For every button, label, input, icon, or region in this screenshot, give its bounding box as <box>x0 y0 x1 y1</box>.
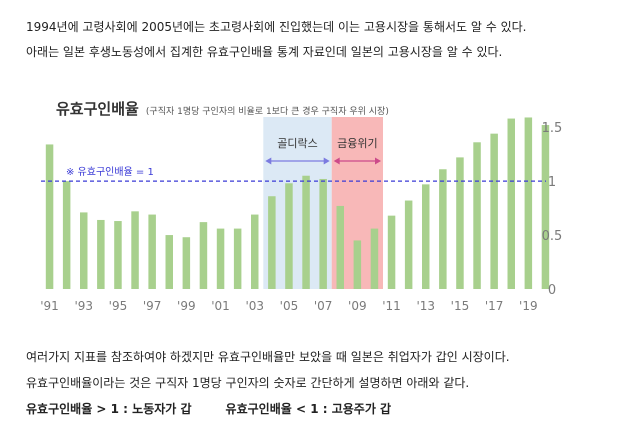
y-tick-label: 0 <box>548 283 556 298</box>
bar-1991 <box>45 144 54 289</box>
bar-2009 <box>353 240 362 289</box>
bar-2015 <box>456 157 464 289</box>
bar-2019 <box>524 117 533 290</box>
intro-line-2: 아래는 일본 후생노동성에서 집계한 유효구인배율 통계 자료인데 일본의 고용… <box>26 45 503 59</box>
bar-2003 <box>251 214 259 289</box>
bar-1996 <box>131 211 139 289</box>
bar-2020 <box>541 125 550 289</box>
bar-2006 <box>302 175 310 289</box>
x-axis-ticks: '91 '93 '95 '97 '99 '01 '03 '05 '07 '09 '11 '13 '15 '… <box>40 299 537 313</box>
x-tick-label: '07 <box>314 299 333 313</box>
rule-greater-than-one: 유효구인배율 > 1 : 노동자가 갑 <box>26 402 192 416</box>
x-tick-label: '17 <box>485 299 504 313</box>
y-tick-label: 1 <box>548 175 556 190</box>
bar-series <box>45 117 550 290</box>
chart-title-main: 유효구인배율 <box>56 100 139 118</box>
bar-1994 <box>97 219 105 289</box>
x-tick-label: '93 <box>74 299 93 313</box>
x-tick-label: '11 <box>382 299 401 313</box>
ratio-rules: 유효구인배율 > 1 : 노동자가 갑 유효구인배율 < 1 : 고용주가 갑 <box>26 401 391 417</box>
bar-1999 <box>182 237 191 289</box>
x-tick-label: '91 <box>40 299 59 313</box>
bar-2011 <box>387 215 396 289</box>
bar-2013 <box>422 184 430 289</box>
x-tick-label: '01 <box>211 299 230 313</box>
intro-line-1: 1994년에 고령사회에 2005년에는 초고령사회에 진입했는데 이는 고용시… <box>26 20 527 34</box>
x-tick-label: '03 <box>245 299 264 313</box>
x-tick-label: '95 <box>109 299 128 313</box>
job-offer-ratio-chart: ※ 유효구인배율 = 1 골디락스 금융위기 '91 '93 '95 '97 '99 '0… <box>40 99 563 313</box>
x-tick-label: '15 <box>451 299 470 313</box>
bar-2008 <box>336 205 344 289</box>
outro-line-1: 여러가지 지표를 참조하여야 하겠지만 유효구인배율만 보았을 때 일본은 취업… <box>26 350 510 364</box>
y-tick-label: 0.5 <box>542 229 563 244</box>
arrow-gold-head-left <box>265 157 272 165</box>
bar-2017 <box>490 133 498 289</box>
x-tick-label: '19 <box>519 299 538 313</box>
bar-2000 <box>199 222 208 289</box>
bar-2001 <box>216 228 225 289</box>
bar-1997 <box>148 214 156 289</box>
chart-title: 유효구인배율 (구직자 1명당 구인자의 비율로 1보다 큰 경우 구직자 우위… <box>56 99 389 118</box>
y-tick-label: 1.5 <box>542 121 563 136</box>
x-tick-label: '05 <box>280 299 299 313</box>
bar-2016 <box>473 142 481 289</box>
y-axis-ticks: 0 0.5 1 1.5 <box>542 121 563 298</box>
bar-2014 <box>439 169 447 289</box>
bar-1995 <box>114 221 122 289</box>
x-tick-label: '13 <box>416 299 435 313</box>
reference-line-label: ※ 유효구인배율 = 1 <box>66 166 154 178</box>
bar-2018 <box>507 118 515 289</box>
arrow-crisis-head-left <box>333 157 340 165</box>
bar-2005 <box>285 183 293 289</box>
financial-crisis-label: 금융위기 <box>337 137 377 150</box>
chart-subtitle: (구직자 1명당 구인자의 비율로 1보다 큰 경우 구직자 우위 시장) <box>146 105 389 117</box>
bar-2012 <box>404 200 413 289</box>
rule-less-than-one: 유효구인배율 < 1 : 고용주가 갑 <box>225 402 392 416</box>
x-tick-label: '99 <box>177 299 196 313</box>
x-tick-label: '97 <box>143 299 162 313</box>
bar-2002 <box>233 228 242 289</box>
bar-1992 <box>62 181 71 289</box>
arrow-gold-head-right <box>323 157 330 165</box>
bar-2010 <box>370 228 379 289</box>
arrow-crisis-head-right <box>375 157 381 165</box>
goldilocks-label: 골디락스 <box>277 137 317 150</box>
outro-line-2: 유효구인배율이라는 것은 구직자 1명당 구인자의 숫자로 간단하게 설명하면 … <box>26 376 470 390</box>
bar-2004 <box>268 196 276 289</box>
bar-1998 <box>165 235 173 289</box>
bar-1993 <box>80 212 88 289</box>
bar-2007 <box>319 178 327 289</box>
x-tick-label: '09 <box>348 299 367 313</box>
